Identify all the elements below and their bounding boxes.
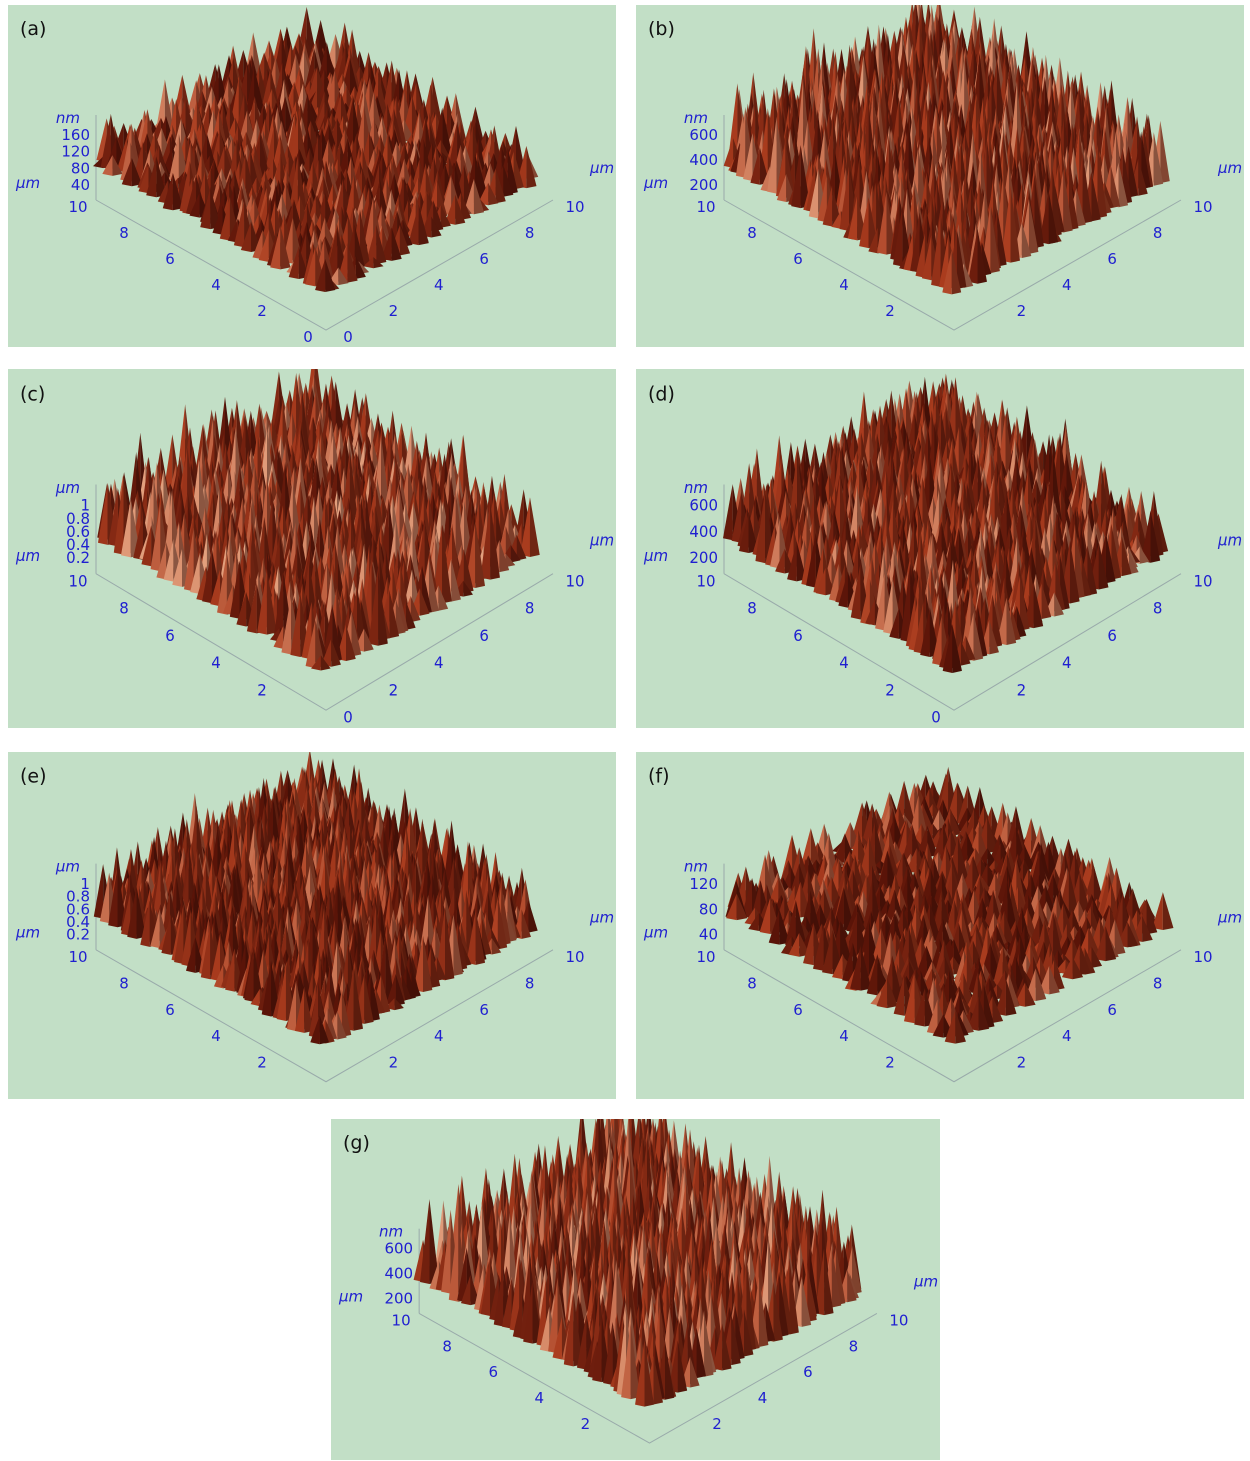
z-tick-label: 160 <box>61 126 90 144</box>
left-tick-label: 6 <box>165 250 175 268</box>
z-tick-label: 80 <box>71 159 90 177</box>
panel-a: (a) nm1601208040 μm μm 10 8 6 4 2 0 0 2 4 6 8 10 <box>8 5 616 347</box>
right-tick-label: 0 <box>343 328 353 346</box>
left-tick-label: 2 <box>885 302 895 320</box>
panel-c: (c)μm10.80.60.40.2μmμm1086420246810 <box>8 369 616 728</box>
z-tick-label: 200 <box>689 176 718 194</box>
right-tick-label: 2 <box>389 302 399 320</box>
right-unit: μm <box>589 159 614 177</box>
surface <box>97 369 539 671</box>
page: AFM surfaces {"panels": [ {"label": "(a)… <box>0 0 1250 1461</box>
z-tick-label: 120 <box>61 143 90 161</box>
peak-face <box>724 138 733 168</box>
right-tick-label: 10 <box>565 198 584 216</box>
panel-label: (b) <box>648 18 675 40</box>
z-unit: nm <box>56 109 80 127</box>
figure: (a)nm1601208040μmμm10864200246810 (b)nm6… <box>0 0 1250 1461</box>
left-tick-label: 0 <box>303 328 313 346</box>
right-tick-label: 6 <box>479 250 489 268</box>
right-tick-label: 4 <box>1062 276 1072 294</box>
left-tick-label: 10 <box>696 198 715 216</box>
panel-label: (a) <box>20 18 46 40</box>
right-tick-label: 8 <box>525 224 535 242</box>
peak-face <box>526 146 536 188</box>
surface <box>93 7 538 292</box>
left-unit: μm <box>643 174 668 192</box>
right-tick-label: 6 <box>1107 250 1117 268</box>
left-tick-label: 2 <box>257 302 267 320</box>
left-unit: μm <box>15 174 40 192</box>
z-tick-label: 40 <box>71 176 90 194</box>
z-unit: nm <box>684 109 708 127</box>
left-tick-label: 4 <box>211 276 221 294</box>
afm-surface: (c)μm10.80.60.40.2μmμm1086420246810 <box>8 369 616 728</box>
left-tick-label: 10 <box>68 198 87 216</box>
afm-surface: (a) nm1601208040 μm μm 10 8 6 4 2 0 0 2 4 6 8 10 <box>8 5 616 347</box>
z-tick-label: 400 <box>689 151 718 169</box>
left-tick-label: 8 <box>119 224 129 242</box>
right-tick-label: 2 <box>1017 302 1027 320</box>
right-tick-label: 10 <box>1193 198 1212 216</box>
afm-surface: (b) nm600 400 200 μm μm 10 8 6 4 2 2 4 6 8 10 <box>636 5 1244 347</box>
right-tick-label: 4 <box>434 276 444 294</box>
surface <box>724 5 1170 294</box>
right-tick-label: 8 <box>1153 224 1163 242</box>
left-tick-label: 6 <box>793 250 803 268</box>
z-tick-label: 600 <box>689 126 718 144</box>
right-unit: μm <box>1217 159 1242 177</box>
peak-face <box>1160 121 1169 183</box>
left-tick-label: 8 <box>747 224 757 242</box>
left-tick-label: 4 <box>839 276 849 294</box>
panel-b: (b) nm600 400 200 μm μm 10 8 6 4 2 2 4 6 8 10 <box>636 5 1244 347</box>
